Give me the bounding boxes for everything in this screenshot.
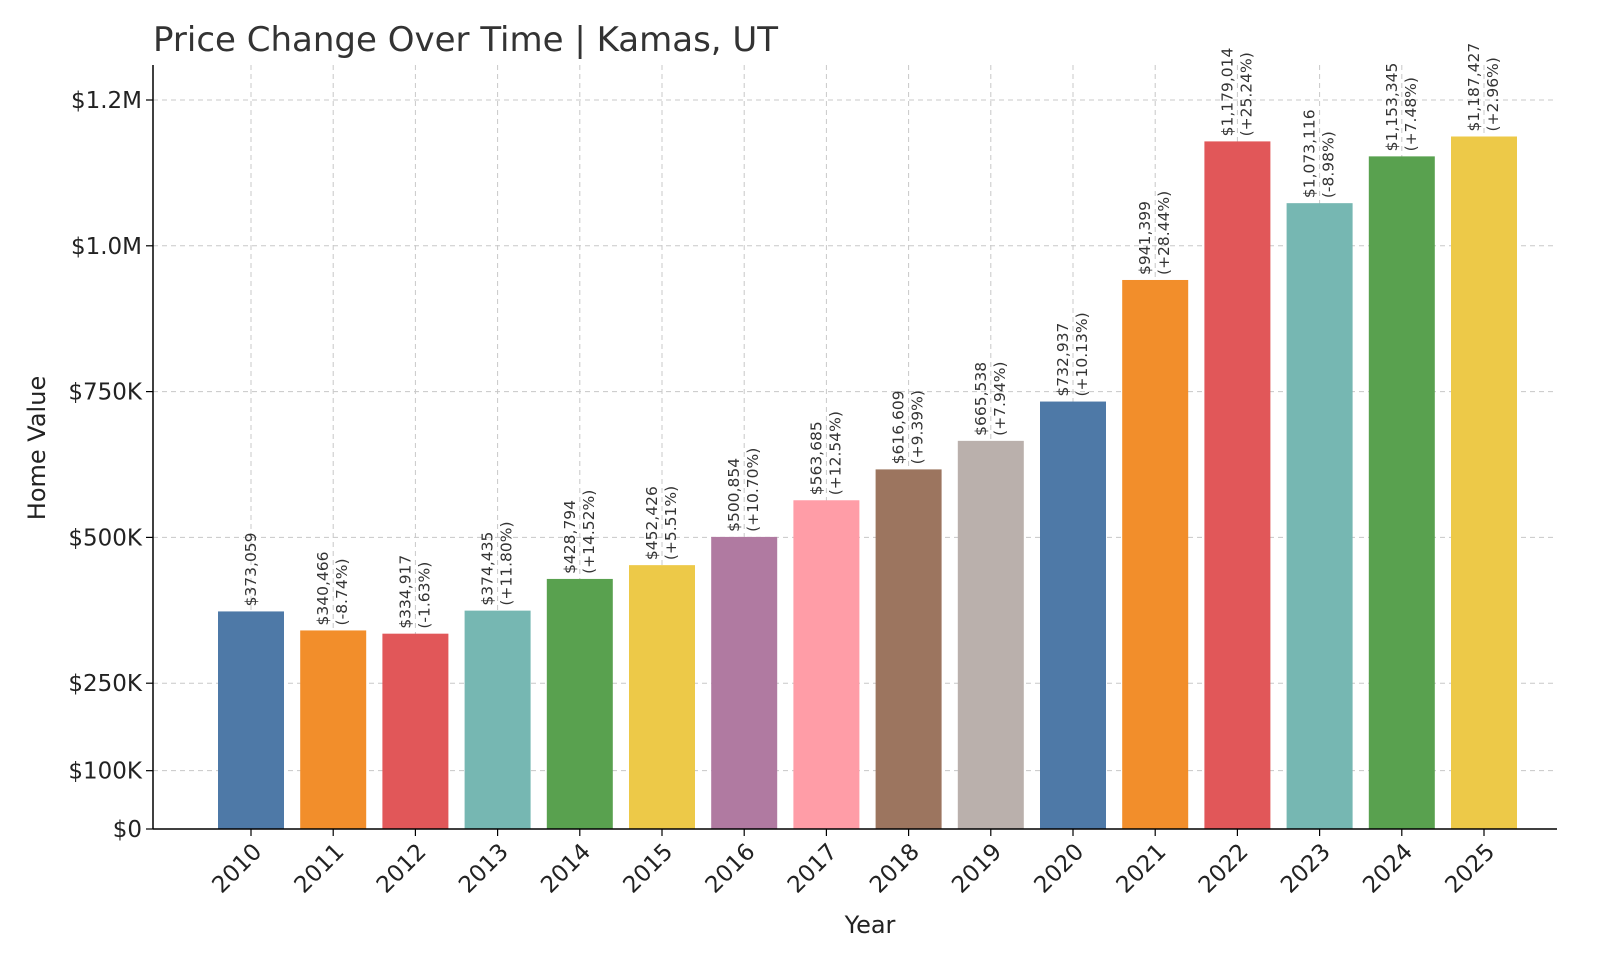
x-axis-label: Year — [844, 911, 896, 939]
y-tick-label: $100K — [68, 759, 143, 785]
bar-label-group: $374,435 (+11.80%) — [479, 521, 516, 605]
bar-change-label: (+10.70%) — [744, 448, 762, 532]
bar-change-label: (+12.54%) — [826, 411, 844, 495]
bar-value-label: $1,187,427 — [1465, 43, 1483, 132]
chart-title: Price Change Over Time | Kamas, UT — [153, 20, 778, 60]
x-tick-label: 2010 — [207, 839, 267, 899]
bar-label-group: $616,609 (+9.39%) — [890, 390, 927, 464]
bar — [300, 630, 367, 829]
y-tick-label: $0 — [113, 817, 142, 843]
x-tick-label: 2017 — [783, 839, 843, 899]
bar — [875, 469, 942, 829]
bar-label-group: $1,073,116 (-8.98%) — [1301, 109, 1338, 198]
bar-value-label: $563,685 — [807, 421, 825, 495]
bar-label-group: $340,466 (-8.74%) — [314, 551, 351, 625]
y-tick-label: $250K — [68, 671, 143, 697]
x-tick-label: 2023 — [1276, 839, 1336, 899]
bar-change-label: (+5.51%) — [662, 486, 680, 560]
bar-label-group: $452,426 (+5.51%) — [643, 486, 680, 560]
bar-value-label: $1,179,014 — [1218, 48, 1236, 137]
x-tick-label: 2020 — [1029, 839, 1089, 899]
bar-value-label: $665,538 — [972, 362, 990, 436]
bar-value-label: $340,466 — [314, 551, 332, 625]
bar-label-group: $428,794 (+14.52%) — [561, 490, 598, 574]
x-tick-label: 2014 — [536, 839, 596, 899]
x-axis-ticks: 2010 2011 2012 2013 2014 2015 2016 2017 2018 2019… — [207, 829, 1500, 899]
bar — [1040, 401, 1106, 829]
bar-value-label: $616,609 — [890, 390, 908, 464]
bar-change-label: (+14.52%) — [580, 490, 598, 574]
bar-change-label: (+7.94%) — [991, 362, 1009, 436]
bar-change-label: (+2.96%) — [1484, 57, 1502, 131]
bar-change-label: (+7.48%) — [1402, 77, 1420, 151]
bar — [218, 611, 284, 829]
bar — [629, 565, 695, 829]
bar — [1451, 136, 1517, 830]
bar-label-group: $500,854 (+10.70%) — [725, 448, 762, 532]
bar-change-label: (+10.13%) — [1073, 312, 1091, 396]
bar-value-label: $1,153,345 — [1383, 63, 1401, 152]
bar-label-group: $941,399 (+28.44%) — [1136, 191, 1173, 275]
y-tick-label: $750K — [68, 380, 143, 406]
x-tick-label: 2025 — [1440, 839, 1500, 899]
bar — [546, 578, 613, 829]
bar-value-label: $1,073,116 — [1301, 109, 1319, 198]
bar-value-label: $500,854 — [725, 458, 743, 532]
bar-label-group: $1,187,427 (+2.96%) — [1465, 43, 1502, 132]
y-tick-label: $1.2M — [71, 88, 142, 114]
bar — [711, 536, 778, 829]
x-tick-label: 2022 — [1194, 839, 1254, 899]
bar — [793, 500, 860, 829]
y-tick-label: $1.0M — [71, 234, 142, 260]
bar-change-label: (+11.80%) — [498, 521, 516, 605]
bar — [1368, 156, 1435, 829]
bar — [1204, 141, 1271, 829]
bar — [382, 633, 449, 829]
x-tick-label: 2021 — [1112, 839, 1172, 899]
bar-change-label: (-1.63%) — [415, 562, 433, 629]
y-axis-ticks: $0 $100K $250K $500K $750K $1.0M $1.2M — [68, 88, 153, 843]
bar-label-group: $732,937 (+10.13%) — [1054, 312, 1091, 396]
bar-value-label: $334,917 — [396, 555, 414, 629]
bars — [218, 136, 1517, 830]
x-tick-label: 2024 — [1358, 839, 1418, 899]
bar-value-label: $452,426 — [643, 486, 661, 560]
bar-change-label: (+28.44%) — [1155, 191, 1173, 275]
bar-labels: $373,059 $340,466 (-8.74%) $334,917 (-1.63%)… — [242, 43, 1502, 629]
x-tick-label: 2013 — [454, 839, 514, 899]
x-tick-label: 2011 — [290, 839, 350, 899]
bar-label-group: $1,179,014 (+25.24%) — [1218, 48, 1255, 137]
bar — [957, 440, 1024, 829]
y-tick-label: $500K — [68, 525, 143, 551]
x-tick-label: 2016 — [701, 839, 761, 899]
bar-value-label: $373,059 — [242, 532, 260, 606]
bar-value-label: $941,399 — [1136, 201, 1154, 275]
bar-change-label: (+9.39%) — [909, 390, 927, 464]
bar-label-group: $1,153,345 (+7.48%) — [1383, 63, 1420, 152]
bar-label-group: $665,538 (+7.94%) — [972, 362, 1009, 436]
bar-value-label: $374,435 — [479, 532, 497, 606]
bar-change-label: (-8.74%) — [333, 559, 351, 626]
bar — [1286, 203, 1353, 829]
bar-value-label: $428,794 — [561, 500, 579, 574]
bar — [1122, 279, 1189, 830]
x-tick-label: 2015 — [618, 839, 678, 899]
bar — [464, 610, 531, 829]
bar-label-group: $563,685 (+12.54%) — [807, 411, 844, 495]
x-tick-label: 2012 — [372, 839, 432, 899]
bar-value-label: $732,937 — [1054, 323, 1072, 397]
bar-label-group: $334,917 (-1.63%) — [396, 555, 433, 629]
bar-change-label: (-8.98%) — [1320, 131, 1338, 198]
y-axis-label: Home Value — [23, 376, 51, 520]
x-tick-label: 2018 — [865, 839, 925, 899]
bar-label-group: $373,059 — [242, 532, 260, 606]
x-tick-label: 2019 — [947, 839, 1007, 899]
bar-change-label: (+25.24%) — [1237, 52, 1255, 136]
